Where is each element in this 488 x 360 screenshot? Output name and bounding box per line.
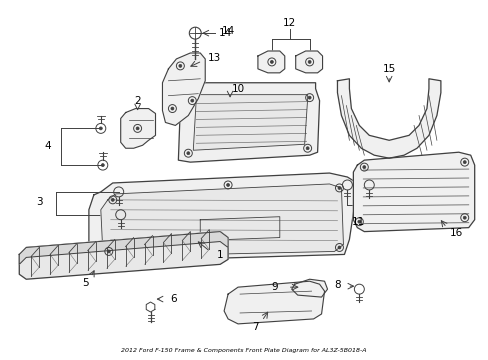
Polygon shape — [193, 95, 307, 150]
Circle shape — [270, 60, 273, 63]
Text: 13: 13 — [207, 53, 221, 63]
Polygon shape — [121, 109, 155, 148]
Text: 4: 4 — [45, 141, 51, 151]
Circle shape — [462, 216, 465, 219]
Text: 14: 14 — [221, 26, 234, 36]
Text: 1: 1 — [216, 251, 223, 260]
Text: 5: 5 — [82, 278, 89, 288]
Circle shape — [337, 186, 340, 189]
Polygon shape — [295, 51, 322, 73]
Circle shape — [226, 184, 229, 186]
Polygon shape — [146, 302, 155, 312]
Text: 11: 11 — [351, 217, 364, 227]
Polygon shape — [353, 152, 474, 231]
Polygon shape — [162, 53, 205, 125]
Circle shape — [171, 107, 174, 110]
Text: 10: 10 — [231, 84, 244, 94]
Circle shape — [107, 250, 110, 253]
Text: 3: 3 — [36, 197, 42, 207]
Circle shape — [362, 166, 365, 168]
Text: 15: 15 — [382, 64, 395, 74]
Circle shape — [307, 96, 310, 99]
Polygon shape — [19, 231, 227, 264]
Circle shape — [99, 127, 102, 130]
Polygon shape — [19, 231, 227, 279]
Polygon shape — [178, 83, 319, 162]
Text: 2012 Ford F-150 Frame & Components Front Plate Diagram for AL3Z-5B018-A: 2012 Ford F-150 Frame & Components Front… — [121, 348, 366, 353]
Circle shape — [111, 198, 114, 201]
Circle shape — [186, 152, 189, 155]
Text: 12: 12 — [283, 18, 296, 28]
Polygon shape — [291, 279, 327, 297]
Text: 14: 14 — [218, 28, 231, 38]
Circle shape — [179, 64, 182, 67]
Circle shape — [337, 246, 340, 249]
Polygon shape — [257, 51, 284, 73]
Text: 2: 2 — [134, 96, 141, 105]
Circle shape — [305, 147, 308, 150]
Circle shape — [357, 220, 360, 223]
Circle shape — [462, 161, 465, 164]
Text: 7: 7 — [251, 322, 258, 332]
Polygon shape — [89, 173, 355, 261]
Text: 16: 16 — [449, 228, 463, 238]
Circle shape — [307, 60, 310, 63]
Text: 9: 9 — [271, 282, 278, 292]
Circle shape — [136, 127, 139, 130]
Polygon shape — [101, 184, 343, 256]
Polygon shape — [224, 281, 324, 324]
Polygon shape — [337, 79, 440, 158]
Circle shape — [101, 164, 104, 167]
Text: 6: 6 — [170, 294, 176, 304]
Text: 8: 8 — [333, 280, 340, 290]
Circle shape — [190, 99, 193, 102]
